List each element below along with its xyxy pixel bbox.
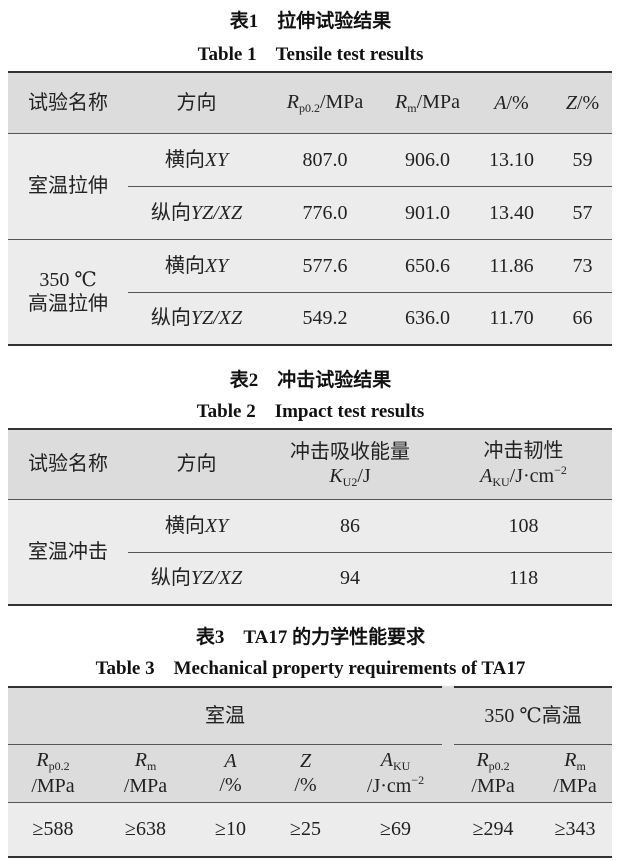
header-col-0: 试验名称 [8, 72, 128, 134]
table3-title-zh: 表3 TA17 的力学性能要求 [195, 627, 426, 648]
requirement-value: ≥588 [32, 818, 74, 841]
table1-title-en: Table 1 Tensile test results [197, 44, 424, 65]
header-impact-toughness: 冲击韧性 AKU/J·cm−2 [435, 429, 612, 500]
impact-toughness: 118 [435, 551, 612, 605]
requirement-value: ≥638 [125, 818, 166, 841]
table3-title-en: Table 3 Mechanical property requirements… [95, 658, 526, 679]
value-z: 66 [553, 291, 612, 345]
header-col-2: Rp0.2/MPa [265, 72, 385, 134]
requirement-value: ≥343 [554, 818, 596, 841]
value-rp02: 577.6 [265, 238, 385, 292]
value-a: 11.86 [470, 238, 553, 292]
header-col-4: A/% [470, 72, 553, 134]
direction: 纵向YZ/XZ [128, 185, 265, 239]
table-row: 350 ℃ 高温拉伸 横向XY 577.6 650.6 11.86 73 [8, 238, 612, 345]
requirement-value: ≥10 [215, 818, 246, 841]
table-row: ≥588 ≥638 ≥10 ≥25 ≥69 ≥294 ≥343 [8, 802, 613, 857]
requirement-value: ≥69 [380, 818, 412, 841]
header-col-3: Rm/MPa [385, 72, 470, 134]
value-rp02: 549.2 [265, 291, 385, 345]
table2-impact-results: 试验名称 方向 冲击吸收能量 KU2/J 冲击韧性 AKU/J·cm−2 室温冲击 … [8, 428, 612, 606]
value-rm: 636.0 [385, 291, 470, 345]
value-z: 59 [572, 148, 593, 171]
header-col-0: Rp0.2/MPa [8, 744, 98, 803]
header-col-2: A/% [193, 744, 268, 803]
header-col-1: 方向 [128, 72, 265, 134]
group-room-temperature: 室温 [8, 687, 449, 745]
header-test-name: 试验名称 [8, 429, 128, 500]
table-row: 室温冲击 横向XY 86 108 [8, 499, 612, 563]
requirement-value: ≥294 [472, 818, 514, 841]
table3-property-requirements: 室温 350 ℃高温 Rp0.2/MPa Rm/MPa A/% Z/% AKU/J·cm… [8, 686, 613, 858]
header-impact-energy: 冲击吸收能量 KU2/J [265, 429, 435, 500]
value-rm: 650.6 [385, 238, 470, 292]
table2-title-en: Table 2 Impact test results [196, 401, 425, 422]
table-row: 室温拉伸 横向XY 807.0 906.0 13.10 59 [8, 133, 612, 197]
group-name: 室温拉伸 [28, 175, 108, 197]
value-a: 11.70 [470, 291, 553, 345]
value-z: 57 [553, 185, 612, 239]
direction: 横向XY [164, 148, 229, 171]
header-col-1: Rm/MPa [98, 744, 193, 803]
impact-toughness: 108 [508, 514, 539, 537]
table1-tensile-results: 试验名称 方向 Rp0.2/MPa Rm/MPa A/% Z/% 室温拉伸 横向XY 807.… [8, 71, 612, 346]
table1-title-zh: 表1 拉伸试验结果 [229, 11, 392, 32]
value-z: 73 [553, 238, 612, 292]
direction: 纵向YZ/XZ [128, 291, 265, 345]
direction: 横向XY [164, 514, 229, 537]
value-rp02: 807.0 [302, 148, 348, 171]
value-rm: 901.0 [385, 185, 470, 239]
value-a: 13.40 [470, 185, 553, 239]
direction: 横向XY [128, 238, 265, 292]
table-row: 纵向YZ/XZ 776.0 901.0 13.40 57 [8, 185, 612, 239]
group-high-temperature: 350 ℃高温 [442, 687, 613, 745]
impact-energy: 86 [340, 514, 360, 537]
value-rm: 906.0 [405, 148, 450, 171]
direction: 纵向YZ/XZ [128, 551, 265, 605]
header-col-6: Rm/MPa [538, 744, 613, 803]
header-col-5: Rp0.2/MPa [448, 744, 539, 803]
group-name: 室温冲击 [28, 540, 108, 563]
value-a: 13.10 [489, 148, 534, 171]
header-col-5: Z/% [553, 72, 612, 134]
header-direction: 方向 [128, 429, 265, 500]
group-name: 350 ℃ 高温拉伸 [8, 238, 128, 345]
header-col-4: AKU/J·cm−2 [343, 744, 449, 803]
requirement-value: ≥25 [290, 818, 321, 841]
header-col-3: Z/% [268, 744, 343, 803]
impact-energy: 94 [265, 551, 435, 605]
table2-title-zh: 表2 冲击试验结果 [229, 370, 392, 391]
value-rp02: 776.0 [265, 185, 385, 239]
